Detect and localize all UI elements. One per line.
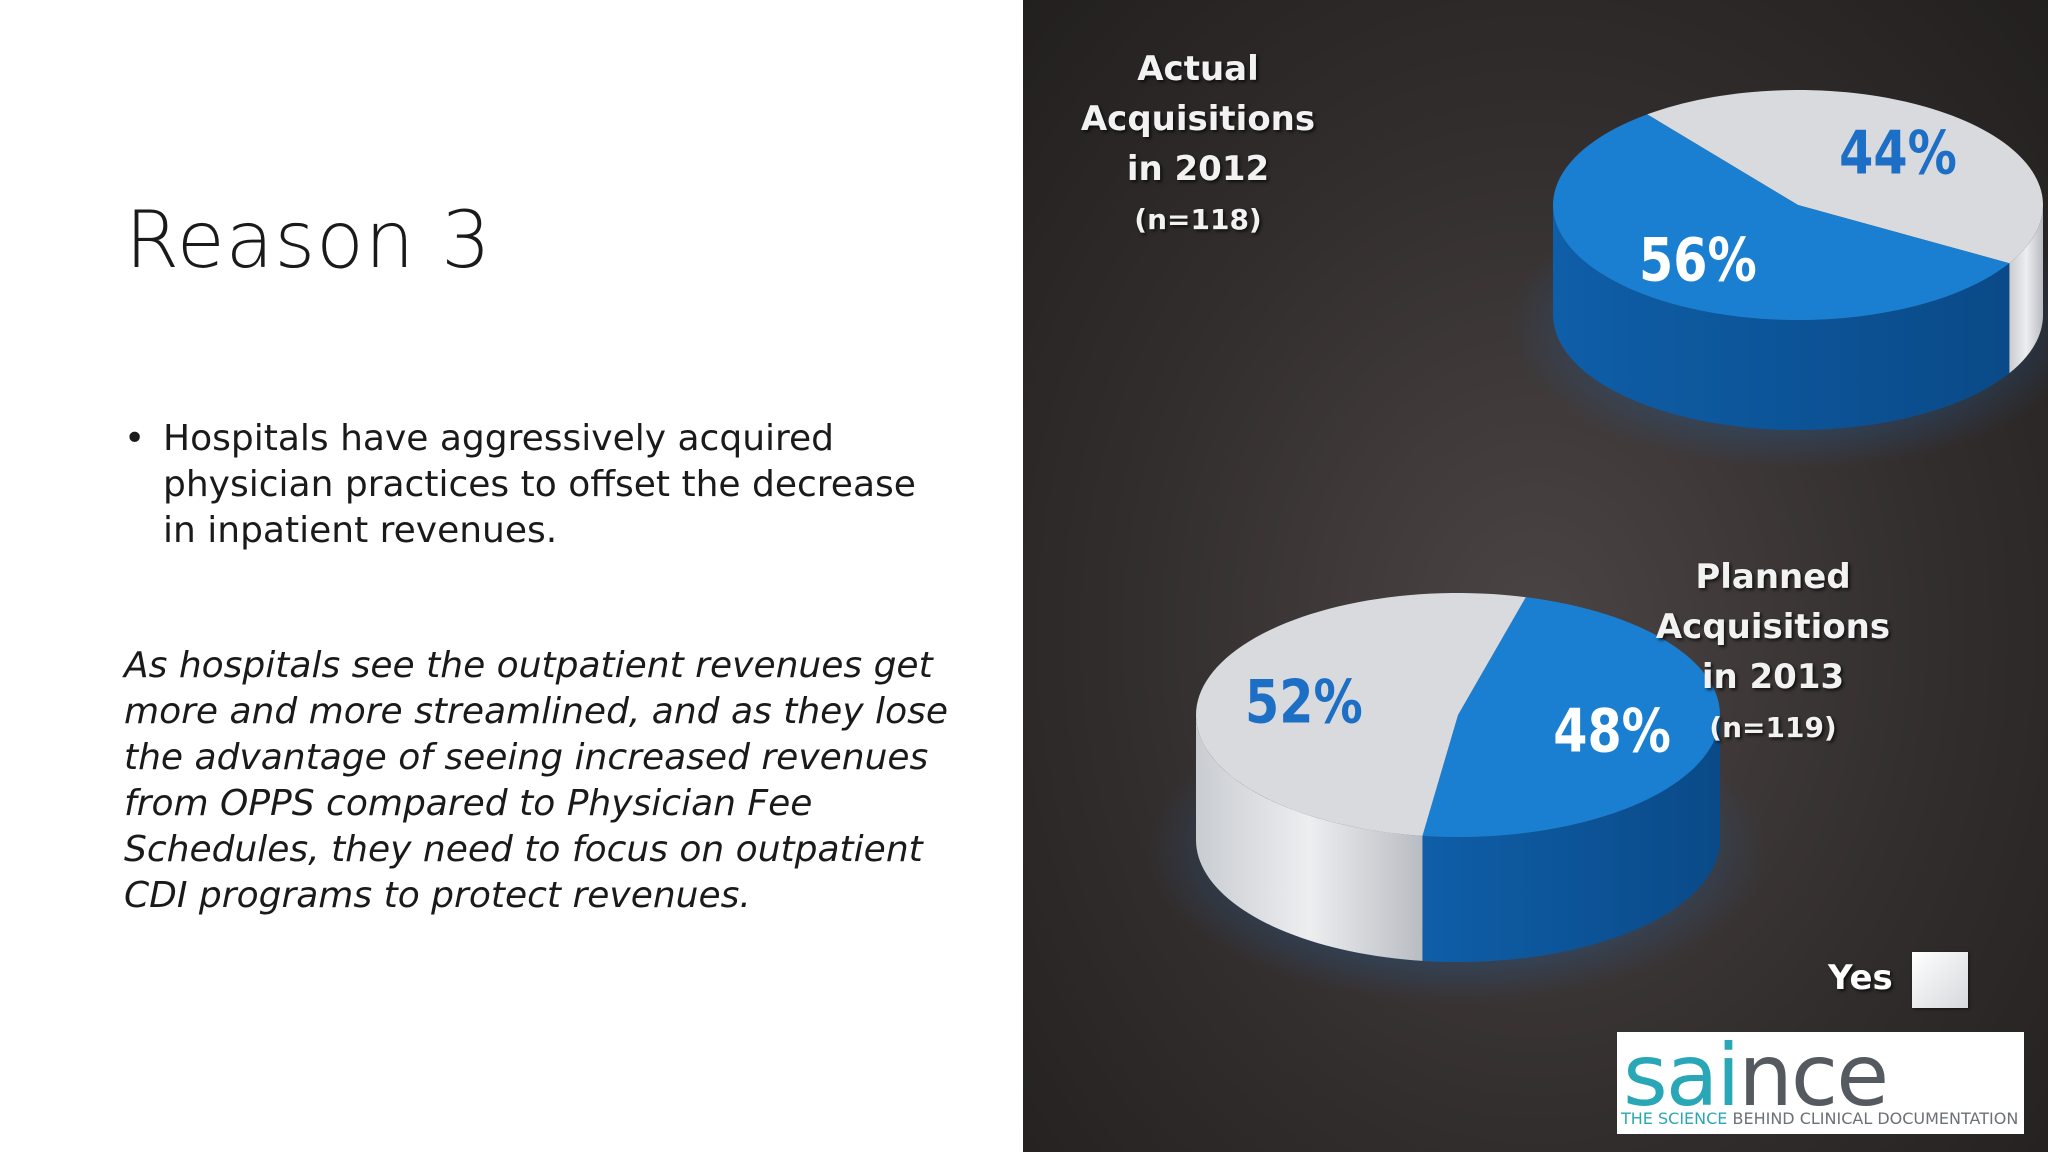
- legend-label: Yes: [1828, 958, 1893, 998]
- italic-paragraph: As hospitals see the outpatient revenues…: [124, 645, 948, 916]
- pie-1-slice-1: [1647, 90, 2043, 264]
- slide-text-panel: Reason 3 • Hospitals have aggressively a…: [0, 0, 1023, 1152]
- logo-word-part1: sa: [1623, 1026, 1719, 1126]
- bullet-dot: •: [124, 418, 146, 459]
- pie1-title: Actual Acquisitions in 2012 (n=118): [1023, 44, 1373, 246]
- pie2-title: Planned Acquisitions in 2013 (n=119): [1578, 552, 1968, 754]
- pie2-title-line1: Planned Acquisitions: [1655, 557, 1891, 647]
- logo-wordmark: saince: [1623, 1026, 1889, 1126]
- chart-panel: 44% 56% 48% 52% Actual Acquisitions in 2012…: [1023, 0, 2048, 1152]
- slide-title: Reason 3: [125, 196, 492, 286]
- pie-1-value-label-1: 44%: [1839, 118, 1957, 188]
- legend-swatch: [1912, 952, 1968, 1008]
- bullet-text: Hospitals have aggressively acquired phy…: [163, 418, 916, 551]
- pie-2-value-label-1: 48%: [1553, 696, 1671, 766]
- pie-2: 48% 52%: [1148, 593, 1768, 1003]
- pie1-title-line1: Actual Acquisitions: [1080, 49, 1316, 139]
- pie-2-value-label-2: 52%: [1245, 667, 1363, 737]
- pie-2-side-1: [1422, 715, 1720, 962]
- pie2-title-line2: in 2013: [1701, 657, 1845, 697]
- pie-charts-svg: 44% 56% 48% 52%: [1148, 90, 2048, 1003]
- bullet-item: • Hospitals have aggressively acquired p…: [124, 416, 944, 554]
- pie2-title-line3: (n=119): [1709, 711, 1837, 744]
- pie1-title-line3: (n=118): [1134, 203, 1262, 236]
- pie-2-side-2: [1196, 715, 1423, 961]
- pie-2-slice-1: [1422, 597, 1720, 837]
- logo-tagline-part2: BEHIND CLINICAL DOCUMENTATION: [1727, 1109, 2019, 1128]
- pie-1-value-label-2: 56%: [1639, 225, 1757, 295]
- pie-1-side-2: [1553, 205, 2010, 430]
- pie-2-slice-2: [1196, 593, 1526, 836]
- logo-tagline: THE SCIENCE BEHIND CLINICAL DOCUMENTATIO…: [1621, 1109, 2018, 1128]
- logo-tagline-part1: THE SCIENCE: [1621, 1109, 1728, 1128]
- pie-1-slice-2: [1553, 114, 2010, 320]
- logo-word-part2: i: [1716, 1026, 1741, 1126]
- pie-1: 44% 56%: [1508, 90, 2048, 469]
- pie-1-side-1: [2009, 205, 2043, 374]
- pie1-title-line2: in 2012: [1126, 149, 1270, 189]
- saince-logo: saince THE SCIENCE BEHIND CLINICAL DOCUM…: [1617, 1026, 2024, 1134]
- logo-word-part3: nce: [1738, 1026, 1889, 1126]
